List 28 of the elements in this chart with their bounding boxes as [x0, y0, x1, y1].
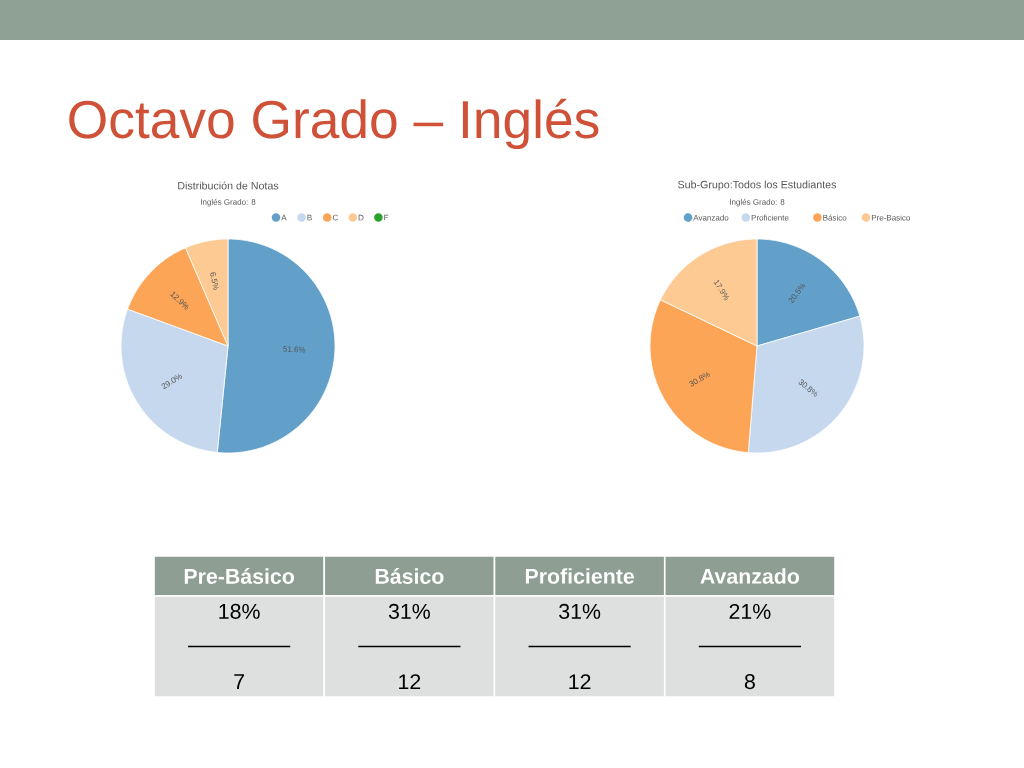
text: 31% — [559, 603, 601, 619]
chart-title: Distribución de Notas — [178, 181, 279, 190]
legend-label: Básico — [823, 214, 847, 221]
text: 12 — [399, 674, 421, 690]
text: 7 — [234, 674, 244, 689]
legend-label: Pre-Basico — [871, 214, 911, 221]
text: 18% — [219, 603, 260, 619]
chart-subtitle: Inglés Grado: 8 — [201, 198, 256, 207]
legend-label: Proficiente — [751, 214, 789, 221]
text: Octavo Grado – Inglés — [69, 98, 599, 150]
text: 31% — [388, 603, 430, 619]
data-label: 51.6% — [283, 346, 306, 353]
legend-label: Avanzado — [693, 214, 729, 221]
category-label: Proficiente — [525, 568, 635, 584]
legend-label: F — [384, 214, 389, 221]
category-label: Avanzado — [700, 568, 800, 584]
chart-title: Sub-Grupo:Todos los Estudiantes — [678, 180, 837, 191]
text: 21% — [729, 603, 771, 619]
data-label: 6.5% — [210, 272, 219, 290]
legend-label: A — [281, 214, 287, 221]
chart-subtitle: Inglés Grado: 8 — [730, 198, 785, 207]
category-label: Básico — [375, 568, 444, 584]
category-label: Pre-Básico — [184, 568, 294, 584]
legend-label: B — [307, 214, 312, 221]
legend-label: C — [332, 214, 338, 221]
text: 8 — [744, 674, 755, 690]
legend-label: D — [358, 214, 364, 221]
text: 12 — [569, 674, 591, 690]
